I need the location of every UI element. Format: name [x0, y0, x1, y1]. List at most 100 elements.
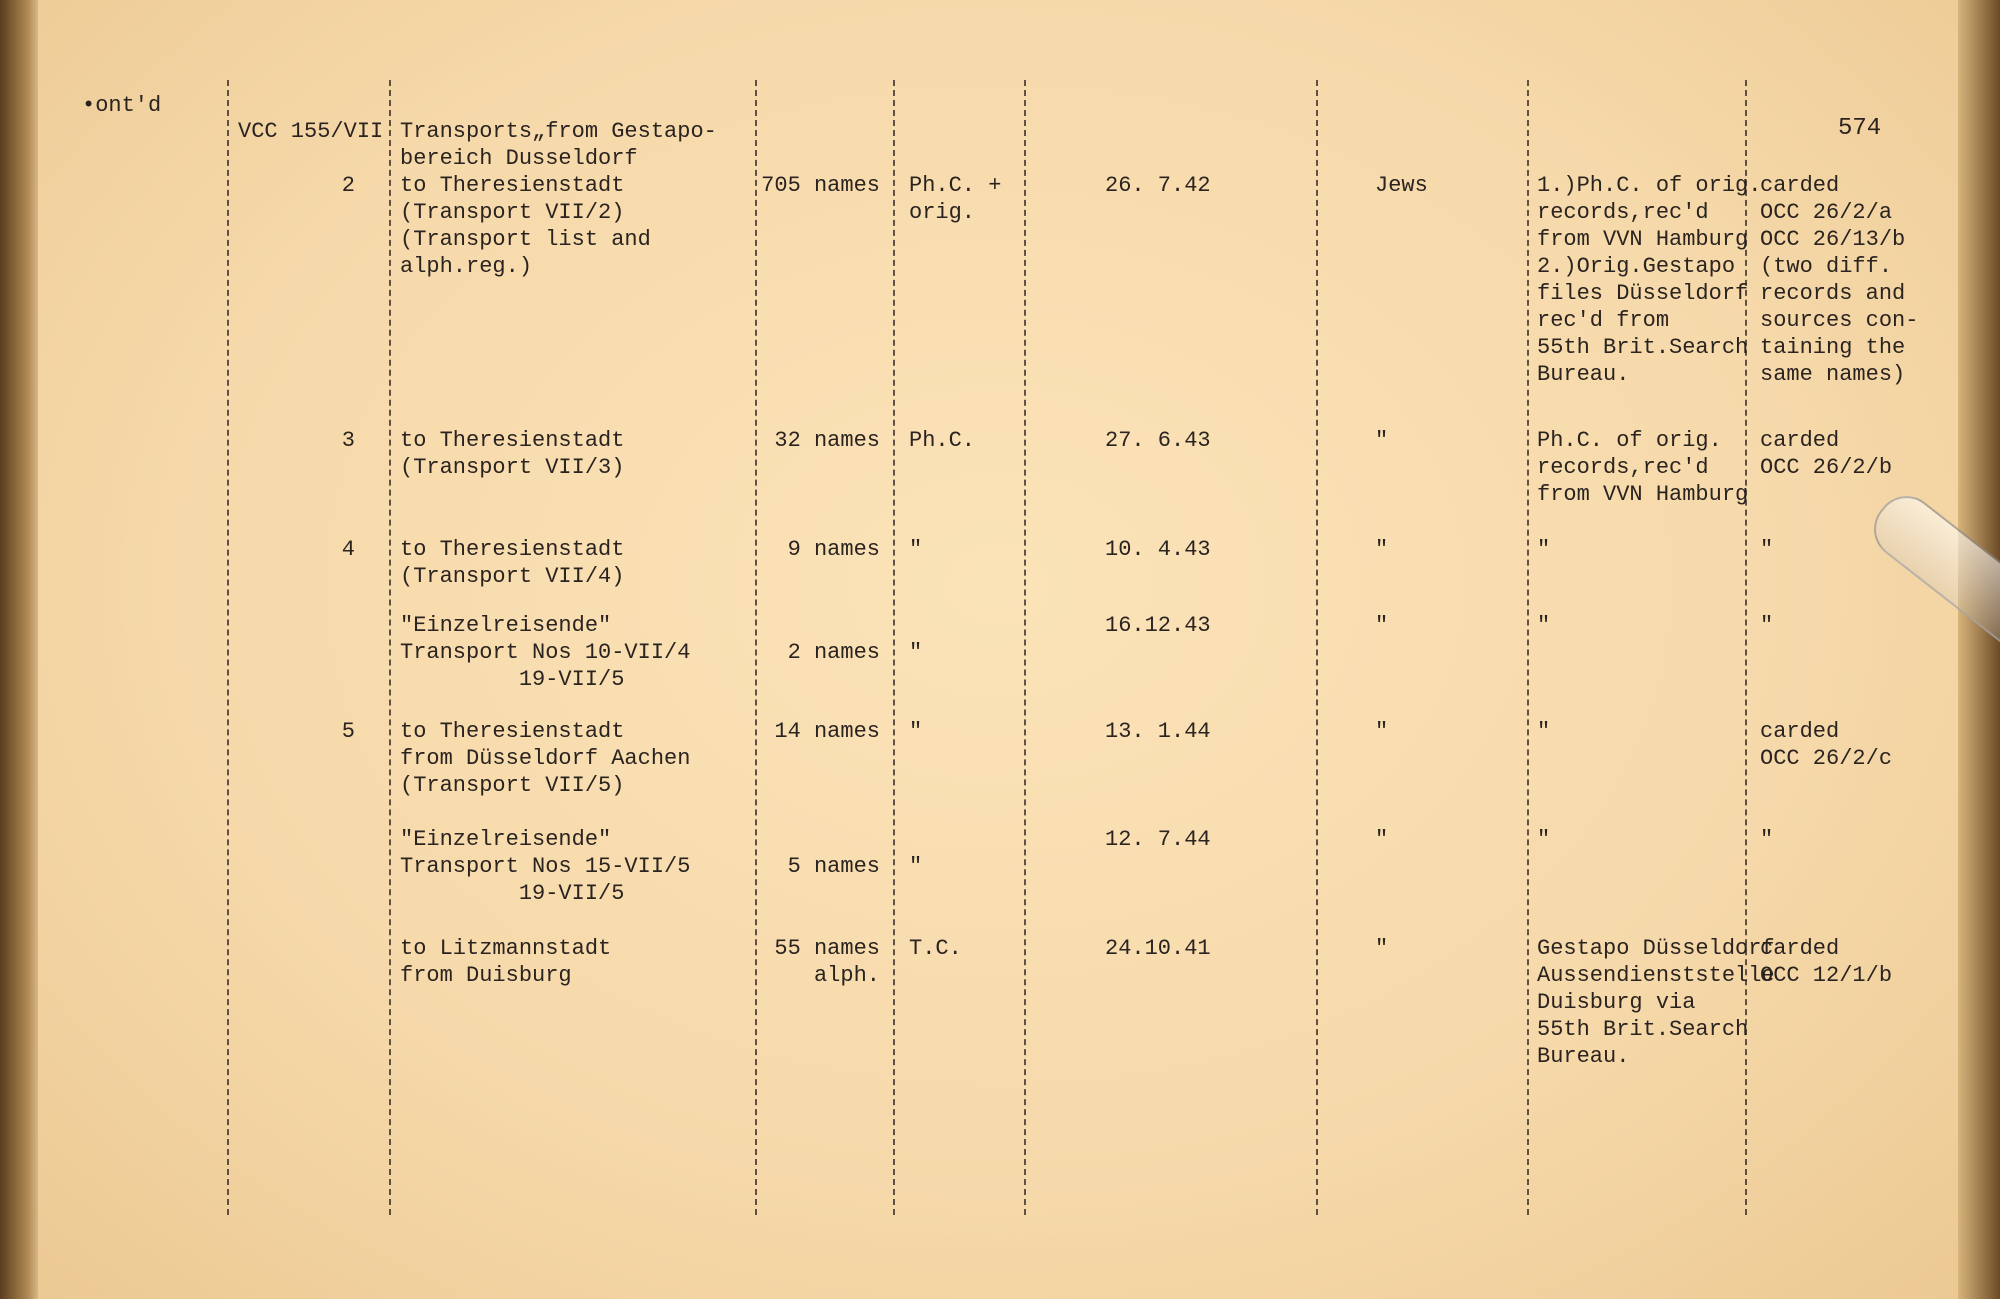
origin-cell: " [1537, 827, 1551, 852]
desc-cell: bereich Dusseldorf [400, 146, 638, 171]
remarks-cell: records and [1760, 281, 1906, 306]
origin-cell: 55th Brit.Search [1537, 1017, 1749, 1042]
origin-cell: Ph.C. of orig. [1537, 428, 1722, 453]
source-cell: T.C. [909, 936, 962, 961]
desc-cell: Transports„from Gestapo- [400, 119, 717, 144]
names-cell: alph. [813, 963, 880, 988]
column-rule [893, 80, 895, 1215]
remarks-cell: sources con- [1760, 308, 1919, 333]
book-binding [0, 0, 40, 1299]
remarks-cell: carded [1760, 428, 1840, 453]
desc-cell: from Düsseldorf Aachen [400, 746, 691, 771]
origin-cell: rec'd from [1537, 308, 1670, 333]
category-cell: " [1375, 719, 1389, 744]
column-rule [1316, 80, 1318, 1215]
source-cell: Ph.C. + [909, 173, 1002, 198]
num-cell: 3 [341, 428, 355, 453]
source-cell: " [909, 537, 923, 562]
source-cell: " [909, 640, 923, 665]
remarks-cell: carded [1760, 936, 1840, 961]
column-rule [1745, 80, 1747, 1215]
desc-cell: to Theresienstadt [400, 537, 625, 562]
names-cell: 32 names [774, 428, 880, 453]
remarks-cell: same names) [1760, 362, 1906, 387]
remarks-cell: " [1760, 537, 1774, 562]
origin-cell: Duisburg via [1537, 990, 1696, 1015]
origin-cell: Bureau. [1537, 1044, 1630, 1069]
origin-cell: " [1537, 613, 1551, 638]
source-cell: " [909, 854, 923, 879]
desc-cell: "Einzelreisende" [400, 827, 612, 852]
remarks-cell: OCC 26/2/c [1760, 746, 1893, 771]
desc-cell: 19-VII/5 [400, 667, 625, 692]
desc-cell: to Theresienstadt [400, 719, 625, 744]
column-rule [1024, 80, 1026, 1215]
names-cell: 2 names [787, 640, 880, 665]
category-cell: " [1375, 827, 1389, 852]
desc-cell: to Litzmannstadt [400, 936, 612, 961]
date-cell: 24.10.41 [1105, 936, 1211, 961]
desc-cell: "Einzelreisende" [400, 613, 612, 638]
column-rule [1527, 80, 1529, 1215]
desc-cell: 19-VII/5 [400, 881, 625, 906]
date-cell: 13. 1.44 [1105, 719, 1211, 744]
date-cell: 26. 7.42 [1105, 173, 1211, 198]
continued-label: •ont'd [82, 93, 162, 118]
desc-cell: (Transport list and [400, 227, 651, 252]
names-cell: 14 names [774, 719, 880, 744]
category-cell: " [1375, 428, 1389, 453]
remarks-cell: (two diff. [1760, 254, 1893, 279]
column-rule [227, 80, 229, 1215]
page-edge [1958, 0, 2000, 1299]
origin-cell: records,rec'd [1537, 200, 1709, 225]
remarks-cell: OCC 26/2/b [1760, 455, 1893, 480]
names-cell: 9 names [787, 537, 880, 562]
desc-cell: (Transport VII/3) [400, 455, 625, 480]
date-cell: 10. 4.43 [1105, 537, 1211, 562]
desc-cell: (Transport VII/4) [400, 564, 625, 589]
origin-cell: Bureau. [1537, 362, 1630, 387]
desc-cell: Transport Nos 15-VII/5 [400, 854, 691, 879]
page-number: 574 [1838, 115, 1882, 142]
num-cell: 5 [341, 719, 355, 744]
remarks-cell: " [1760, 827, 1774, 852]
desc-cell: Transport Nos 10-VII/4 [400, 640, 691, 665]
desc-cell: alph.reg.) [400, 254, 533, 279]
names-cell: 705 names [761, 173, 880, 198]
source-cell: Ph.C. [909, 428, 976, 453]
column-rule [389, 80, 391, 1215]
source-cell: orig. [909, 200, 976, 225]
names-cell: 55 names [774, 936, 880, 961]
date-cell: 27. 6.43 [1105, 428, 1211, 453]
column-rule [755, 80, 757, 1215]
origin-cell: " [1537, 719, 1551, 744]
remarks-cell: taining the [1760, 335, 1906, 360]
date-cell: 16.12.43 [1105, 613, 1211, 638]
origin-cell: from VVN Hamburg [1537, 227, 1749, 252]
source-cell: " [909, 719, 923, 744]
category-cell: " [1375, 537, 1389, 562]
remarks-cell: OCC 26/2/a [1760, 200, 1893, 225]
remarks-cell: carded [1760, 173, 1840, 198]
num-cell: 4 [341, 537, 355, 562]
origin-cell: from VVN Hamburg [1537, 482, 1749, 507]
origin-cell: " [1537, 537, 1551, 562]
desc-cell: to Theresienstadt [400, 173, 625, 198]
origin-cell: records,rec'd [1537, 455, 1709, 480]
names-cell: 5 names [787, 854, 880, 879]
remarks-cell: " [1760, 613, 1774, 638]
date-cell: 12. 7.44 [1105, 827, 1211, 852]
category-cell: " [1375, 936, 1389, 961]
origin-cell: 55th Brit.Search [1537, 335, 1749, 360]
remarks-cell: OCC 12/1/b [1760, 963, 1893, 988]
origin-cell: Gestapo Düsseldorf [1537, 936, 1775, 961]
desc-cell: (Transport VII/2) [400, 200, 625, 225]
num-cell: 2 [341, 173, 355, 198]
origin-cell: 1.)Ph.C. of orig. [1537, 173, 1762, 198]
origin-cell: 2.)Orig.Gestapo [1537, 254, 1736, 279]
category-cell: Jews [1375, 173, 1428, 198]
desc-cell: from Duisburg [400, 963, 572, 988]
origin-cell: Aussendienststelle [1537, 963, 1775, 988]
desc-cell: to Theresienstadt [400, 428, 625, 453]
origin-cell: files Düsseldorf [1537, 281, 1749, 306]
